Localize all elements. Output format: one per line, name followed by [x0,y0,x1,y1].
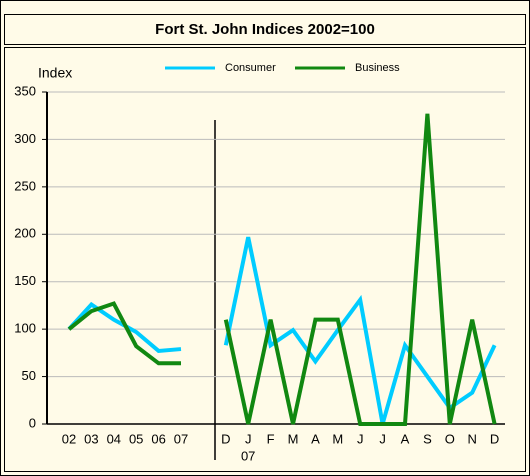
x-year-label: 07 [241,448,255,463]
x-tick-label: 06 [151,431,165,446]
y-tick-label: 300 [14,131,36,146]
chart-title: Fort St. John Indices 2002=100 [155,21,375,38]
x-tick-label: 03 [84,431,98,446]
y-tick-label: 350 [14,83,36,98]
y-tick-label: 100 [14,321,36,336]
x-tick-label: S [423,431,432,446]
x-tick-label: A [311,431,320,446]
x-tick-label: 02 [62,431,76,446]
legend-label: Consumer [225,62,276,74]
x-tick-label: 04 [107,431,121,446]
y-tick-label: 0 [29,415,36,430]
x-tick-label: D [221,431,230,446]
y-tick-label: 200 [14,226,36,241]
x-tick-label: D [490,431,499,446]
title-box [4,14,526,45]
x-tick-label: 05 [129,431,143,446]
x-tick-label: N [468,431,477,446]
y-tick-label: 250 [14,178,36,193]
y-axis-label: Index [38,65,72,81]
x-tick-label: J [357,431,364,446]
x-tick-label: J [379,431,386,446]
x-tick-label: O [445,431,455,446]
x-tick-label: M [332,431,343,446]
x-tick-label: M [288,431,299,446]
y-tick-label: 50 [22,368,36,383]
x-tick-label: 07 [174,431,188,446]
x-tick-label: J [245,431,252,446]
legend-label: Business [355,62,400,74]
x-tick-label: A [401,431,410,446]
x-tick-label: F [267,431,275,446]
y-tick-label: 150 [14,273,36,288]
series-line [67,113,497,426]
